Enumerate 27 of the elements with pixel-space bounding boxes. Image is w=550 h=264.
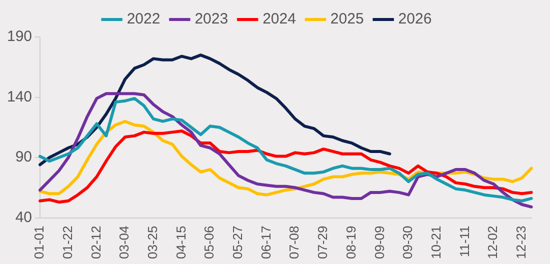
legend-label: 2026 <box>398 10 432 28</box>
legend-label: 2024 <box>262 10 296 28</box>
y-tick-label: 90 <box>15 148 32 166</box>
y-tick-label: 40 <box>15 208 32 226</box>
x-tick-label: 07-08 <box>286 226 302 259</box>
x-tick-label: 08-19 <box>343 226 358 259</box>
x-tick-label: 11-11 <box>456 226 472 258</box>
x-tick-label: 05-27 <box>230 226 246 259</box>
x-tick-label: 07-29 <box>315 226 330 259</box>
x-tick-label: 12-02 <box>485 226 500 259</box>
x-tick-label: 09-09 <box>372 226 387 259</box>
x-tick-label: 05-06 <box>202 226 217 259</box>
legend-label: 2023 <box>194 10 228 28</box>
x-tick-label: 09-30 <box>400 226 416 259</box>
x-tick-label: 12-23 <box>514 226 529 259</box>
x-tick-label: 02-12 <box>88 226 104 259</box>
x-tick-label: 03-25 <box>145 226 160 259</box>
x-tick-label: 10-21 <box>428 226 444 259</box>
x-tick-label: 04-15 <box>173 226 188 259</box>
y-tick-label: 140 <box>6 88 32 106</box>
legend-label: 2025 <box>330 10 364 28</box>
x-tick-label: 06-17 <box>258 226 274 259</box>
y-tick-label: 190 <box>6 28 32 46</box>
x-tick-label: 03-04 <box>116 226 132 259</box>
x-tick-label: 01-22 <box>60 226 75 259</box>
x-tick-label: 01-01 <box>32 226 47 259</box>
legend-label: 2022 <box>126 10 160 28</box>
